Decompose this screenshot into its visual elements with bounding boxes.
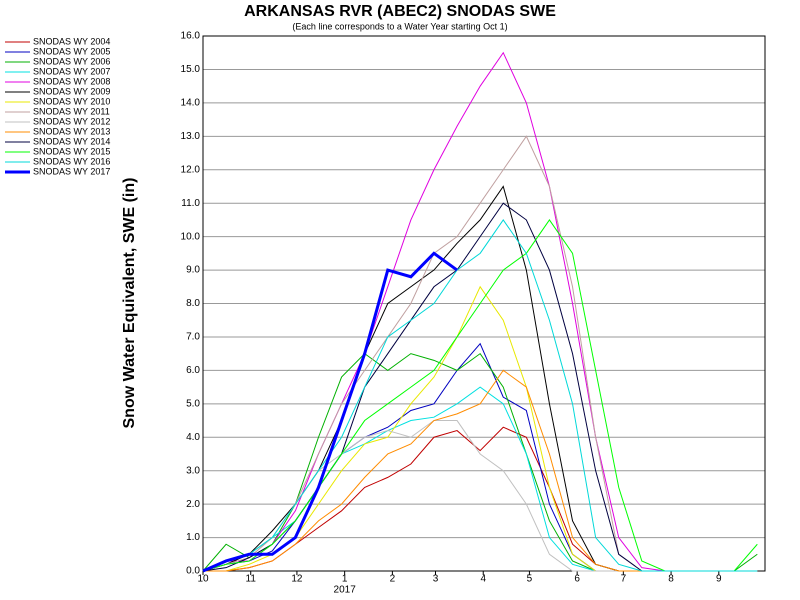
legend-label: SNODAS WY 2016 <box>33 156 110 166</box>
x-tick-label: 11 <box>246 574 257 585</box>
series-line <box>203 285 758 572</box>
legend-label: SNODAS WY 2007 <box>33 66 110 76</box>
chart-title: ARKANSAS RVR (ABEC2) SNODAS SWE <box>244 3 556 20</box>
y-tick-label: 2.0 <box>186 499 200 510</box>
y-tick-label: 3.0 <box>186 465 200 476</box>
x-tick-label: 6 <box>574 574 580 585</box>
legend-label: SNODAS WY 2005 <box>33 46 110 56</box>
x-tick-label: 2 <box>390 574 396 585</box>
series-line <box>202 352 758 572</box>
chart-subtitle: (Each line corresponds to a Water Year s… <box>292 21 507 31</box>
y-tick-label: 5.0 <box>186 398 200 409</box>
y-tick-label: 11.0 <box>181 198 200 209</box>
series-line <box>202 251 458 573</box>
x-tick-label: 4 <box>480 574 486 585</box>
legend-label: SNODAS WY 2010 <box>33 96 110 106</box>
x-tick-label: 3 <box>433 574 439 585</box>
x-tick-label: 12 <box>291 574 303 585</box>
y-tick-label: 14.0 <box>181 98 201 109</box>
x-tick-label: 8 <box>668 574 674 585</box>
legend-label: SNODAS WY 2014 <box>33 136 110 146</box>
y-tick-label: 15.0 <box>181 64 201 75</box>
series-line <box>202 219 758 572</box>
legend-label: SNODAS WY 2009 <box>33 86 110 96</box>
series-line <box>203 426 758 572</box>
y-tick-label: 13.0 <box>181 131 201 142</box>
series-line <box>202 420 758 572</box>
x-tick-label: 7 <box>621 574 627 585</box>
x-tick-label: 1 <box>342 574 348 585</box>
y-tick-label: 8.0 <box>186 298 200 309</box>
series-line <box>202 185 758 572</box>
legend-label: SNODAS WY 2008 <box>33 76 110 86</box>
legend-label: SNODAS WY 2013 <box>33 126 110 136</box>
series-line <box>202 51 758 572</box>
y-tick-label: 1.0 <box>186 532 200 543</box>
x-tick-label: 9 <box>716 574 722 585</box>
y-tick-label: 6.0 <box>186 365 200 376</box>
series-line <box>202 342 758 572</box>
legend-label: SNODAS WY 2015 <box>33 146 110 156</box>
x-tick-label: 5 <box>527 574 533 585</box>
y-axis-label: Snow Water Equivalent, SWE (in) <box>121 178 138 429</box>
plot-frame <box>202 35 766 572</box>
y-tick-label: 7.0 <box>186 332 200 343</box>
y-tick-label: 4.0 <box>186 432 200 443</box>
legend-label: SNODAS WY 2017 <box>33 166 110 176</box>
y-tick-label: 16.0 <box>181 31 201 42</box>
y-tick-label: 12.0 <box>181 164 201 175</box>
year-label: 2017 <box>334 585 357 596</box>
legend-label: SNODAS WY 2006 <box>33 56 110 66</box>
legend-label: SNODAS WY 2012 <box>33 116 110 126</box>
y-tick-label: 0.0 <box>186 566 200 577</box>
y-tick-label: 10.0 <box>181 231 201 242</box>
legend-label: SNODAS WY 2011 <box>33 106 110 116</box>
y-tick-label: 9.0 <box>186 265 200 276</box>
legend-label: SNODAS WY 2004 <box>33 36 110 46</box>
x-tick-label: 10 <box>197 574 209 585</box>
